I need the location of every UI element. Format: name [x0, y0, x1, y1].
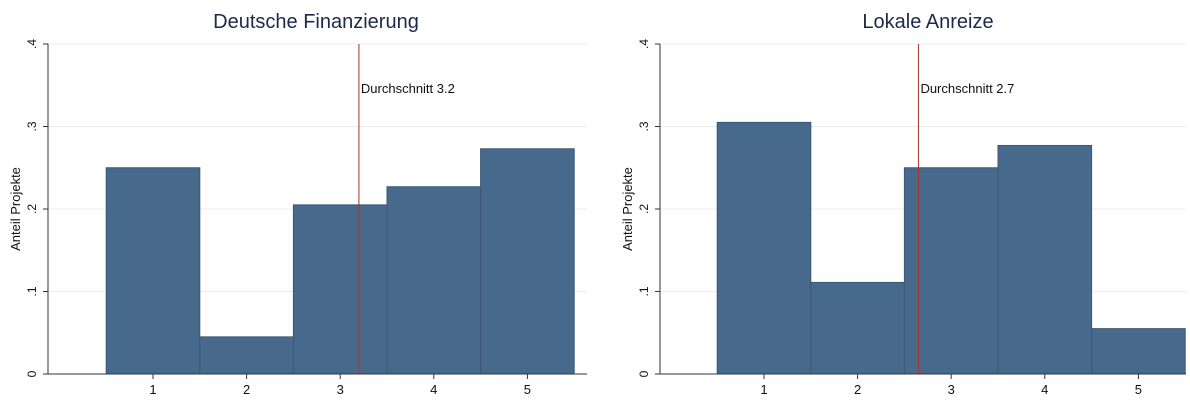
- y-tick-label: .2: [637, 204, 651, 214]
- bar-4: [386, 186, 482, 375]
- bar-1: [105, 167, 201, 375]
- y-tick-label: .1: [25, 286, 39, 296]
- bar-2: [810, 281, 905, 375]
- x-tick-label: 3: [337, 382, 344, 397]
- y-axis-title: Anteil Projekte: [8, 167, 23, 251]
- x-tick-label: 5: [1135, 382, 1142, 397]
- bar-1: [716, 121, 812, 375]
- y-tick-label: 0: [637, 370, 651, 377]
- y-tick-label: .2: [25, 204, 39, 214]
- bar-5: [1091, 328, 1186, 375]
- y-tick-label: .4: [637, 39, 651, 49]
- x-tick-label: 2: [854, 382, 861, 397]
- bar-5: [480, 148, 575, 375]
- x-tick-label: 3: [948, 382, 955, 397]
- y-tick-label: .4: [25, 39, 39, 49]
- x-tick-label: 1: [760, 382, 767, 397]
- chart-panel-2: Durchschnitt 2.7 0 .1 .2 .3 .4 1 2 3 4 5 Anteil Pro…: [620, 11, 1186, 397]
- y-axis-title: Anteil Projekte: [620, 167, 635, 251]
- chart-title: Deutsche Finanzierung: [213, 11, 419, 33]
- mean-label: Durchschnitt 3.2: [361, 81, 455, 96]
- y-tick-label: .1: [637, 286, 651, 296]
- bar-4: [997, 144, 1093, 375]
- bar-3: [292, 204, 388, 375]
- y-tick-label: 0: [25, 370, 39, 377]
- x-tick-label: 5: [524, 382, 531, 397]
- x-tick-label: 2: [243, 382, 250, 397]
- chart-title: Lokale Anreize: [862, 11, 993, 33]
- x-tick-label: 4: [430, 382, 437, 397]
- x-tick-label: 1: [149, 382, 156, 397]
- y-tick-label: .3: [637, 121, 651, 131]
- y-tick-label: .3: [25, 121, 39, 131]
- chart-panel-1: Durchschnitt 3.2 0 .1 .2 .3 .4 1 2 3 4 5 Anteil Pro…: [8, 11, 587, 397]
- mean-label: Durchschnitt 2.7: [920, 81, 1014, 96]
- x-tick-label: 4: [1041, 382, 1048, 397]
- bar-2: [199, 336, 294, 375]
